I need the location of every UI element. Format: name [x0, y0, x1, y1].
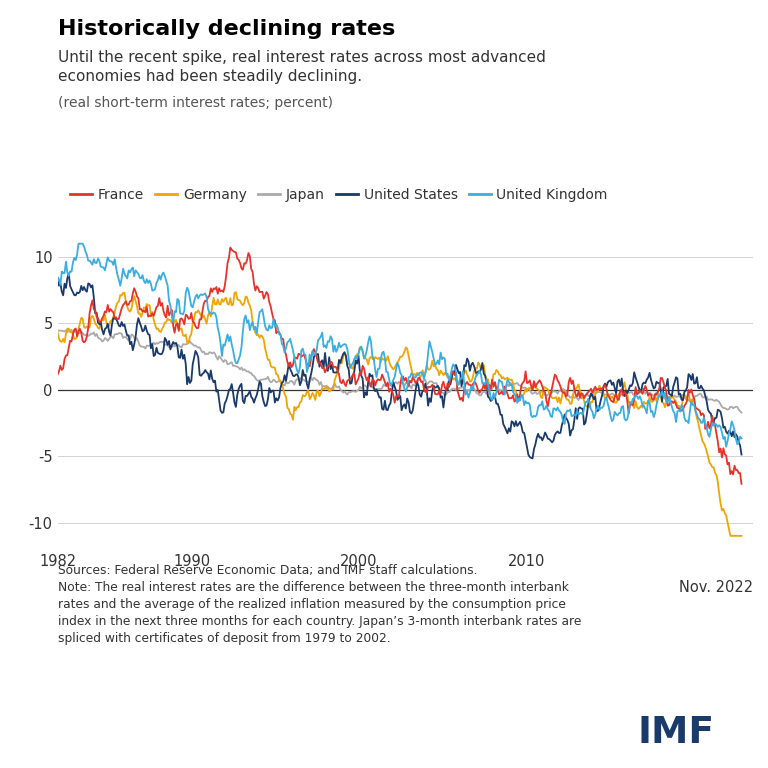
Text: IMF: IMF	[637, 716, 714, 751]
Text: Until the recent spike, real interest rates across most advanced
economies had b: Until the recent spike, real interest ra…	[58, 50, 545, 84]
Legend: France, Germany, Japan, United States, United Kingdom: France, Germany, Japan, United States, U…	[65, 183, 614, 207]
Text: (real short-term interest rates; percent): (real short-term interest rates; percent…	[58, 96, 333, 110]
Text: Sources: Federal Reserve Economic Data; and IMF staff calculations.
Note: The re: Sources: Federal Reserve Economic Data; …	[58, 564, 581, 645]
Text: Nov. 2022: Nov. 2022	[678, 580, 753, 594]
Text: Historically declining rates: Historically declining rates	[58, 19, 395, 39]
